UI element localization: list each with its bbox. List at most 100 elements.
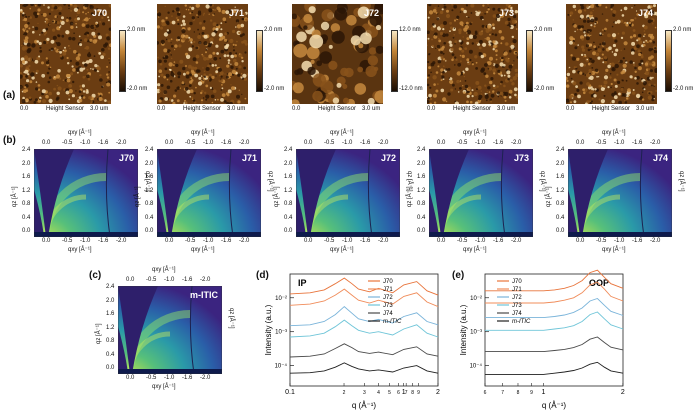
giwaxs-top-tick: -2.0 [650, 140, 661, 146]
giwaxs-top-tick: 0.0 [576, 140, 585, 146]
giwaxs-top-tick: -1.0 [614, 140, 625, 146]
giwaxs-y-tick: 0.8 [417, 201, 426, 207]
x-tick-label: 8 [517, 390, 520, 396]
legend-entry: J74 [383, 311, 393, 317]
afm-sample-label: J73 [498, 8, 514, 18]
series-line-j73 [485, 311, 624, 331]
afm-x-max: 3.0 um [497, 106, 516, 112]
legend-entry: J71 [512, 287, 522, 293]
giwaxs-right-axis-label: qz [Å⁻¹] [539, 171, 545, 192]
x-tick-label: 2 [436, 389, 440, 396]
series-line-j70 [485, 269, 624, 292]
afm-image-j70: J70 [20, 4, 111, 104]
y-tick-label: 10⁻² [275, 296, 287, 302]
giwaxs-top-tick: -1.6 [360, 140, 371, 146]
giwaxs-top-tick: -2.0 [116, 140, 127, 146]
x-tick-label: 3 [363, 390, 366, 396]
giwaxs-left-axis-label: qz [Å⁻¹] [135, 186, 141, 207]
legend-entry: m-ITIC [512, 319, 531, 325]
giwaxs-bottom-axis-label: qxy [Å⁻¹] [152, 384, 176, 390]
giwaxs-y-tick: 0.8 [145, 201, 154, 207]
giwaxs-top-tick: -0.5 [596, 140, 607, 146]
giwaxs-bottom-tick: -0.5 [185, 238, 196, 244]
giwaxs-top-tick: -1.6 [182, 277, 193, 283]
giwaxs-sample-label: J72 [380, 153, 396, 163]
afm-image-j71: J71 [157, 4, 248, 104]
oop-profile-chart: 10⁻² 10⁻³ 10⁻⁴ 6 7 8 9 1 2 q (Å⁻¹) Intensity (a.u.… [459, 269, 625, 410]
giwaxs-left-axis-label: qz [Å⁻¹] [96, 323, 102, 344]
giwaxs-top-axis-label: qxy [Å⁻¹] [463, 130, 487, 136]
giwaxs-y-tick: 0.8 [106, 338, 115, 344]
giwaxs-top-tick: -2.0 [239, 140, 250, 146]
giwaxs-y-tick: 2.4 [284, 147, 293, 153]
giwaxs-y-tick: 0.0 [284, 228, 293, 234]
giwaxs-bottom-tick: -2.0 [378, 238, 389, 244]
legend-entry: J70 [512, 279, 522, 285]
series-line-j71 [485, 281, 624, 304]
giwaxs-bottom-tick: -1.0 [342, 238, 353, 244]
legend-entry: J72 [512, 295, 522, 301]
giwaxs-top-tick: -2.0 [511, 140, 522, 146]
giwaxs-top-tick: -0.5 [62, 140, 73, 146]
giwaxs-sample-label: m-ITIC [190, 290, 218, 300]
giwaxs-bottom-tick: -1.0 [164, 375, 175, 381]
giwaxs-top-axis-label: qxy [Å⁻¹] [152, 267, 176, 273]
afm-color-scale [256, 30, 263, 92]
giwaxs-bottom-axis-label: qxy [Å⁻¹] [463, 247, 487, 253]
afm-x-max: 3.0 um [90, 106, 109, 112]
giwaxs-sample-label: J73 [513, 153, 529, 163]
giwaxs-top-tick: -0.5 [146, 277, 157, 283]
giwaxs-bottom-axis-label: qxy [Å⁻¹] [330, 247, 354, 253]
giwaxs-bottom-tick: -1.0 [203, 238, 214, 244]
legend-entry: J74 [512, 311, 522, 317]
plot-frame [289, 273, 439, 387]
giwaxs-sample-label: J71 [241, 153, 257, 163]
x-tick-label: 8 [411, 390, 414, 396]
afm-image-j72: J72 [292, 4, 383, 104]
giwaxs-bottom-tick: -2.0 [511, 238, 522, 244]
giwaxs-y-tick: 2.0 [145, 160, 154, 167]
giwaxs-top-axis-label: qxy [Å⁻¹] [68, 130, 92, 136]
legend-entry: J70 [383, 279, 393, 285]
giwaxs-y-tick: 0.4 [284, 214, 293, 221]
giwaxs-y-tick: 2.4 [145, 147, 154, 153]
afm-x-min: 0.0 [157, 106, 166, 112]
giwaxs-y-tick: 2.0 [106, 297, 115, 304]
giwaxs-y-tick: 0.4 [22, 214, 31, 221]
y-tick-label: 10⁻⁴ [470, 363, 483, 370]
giwaxs-y-tick: 0.0 [106, 365, 115, 371]
giwaxs-top-tick: -1.6 [221, 140, 232, 146]
y-tick-label: 10⁻³ [275, 330, 287, 336]
afm-x-max: 3.0 um [362, 106, 381, 112]
afm-x-min: 0.0 [292, 106, 301, 112]
giwaxs-y-tick: 1.2 [284, 187, 293, 194]
series-line-j74 [289, 343, 439, 358]
x-tick-label: 4 [377, 390, 380, 396]
giwaxs-y-tick: 2.0 [284, 160, 293, 167]
giwaxs-y-tick: 0.4 [417, 214, 426, 221]
afm-scale-min: -12.0 nm [399, 86, 423, 92]
giwaxs-bottom-tick: -0.5 [457, 238, 468, 244]
x-axis-label: q (Å⁻¹) [542, 401, 567, 410]
afm-x-label: Height Sensor [183, 106, 222, 112]
giwaxs-image-j71: J71 [157, 149, 261, 237]
giwaxs-bottom-tick: -1.6 [360, 238, 371, 244]
giwaxs-bottom-tick: 0.0 [126, 375, 135, 381]
giwaxs-y-tick: 1.6 [106, 311, 115, 317]
giwaxs-top-tick: -2.0 [200, 277, 211, 283]
chart-title: OOP [589, 278, 609, 288]
afm-x-min: 0.0 [427, 106, 436, 112]
afm-x-label: Height Sensor [592, 106, 631, 112]
giwaxs-bottom-tick: -0.5 [596, 238, 607, 244]
giwaxs-top-tick: 0.0 [304, 140, 313, 146]
giwaxs-y-tick: 1.2 [417, 187, 426, 194]
giwaxs-bottom-tick: -1.6 [493, 238, 504, 244]
afm-scale-max: 2.0 nm [264, 27, 283, 33]
giwaxs-bottom-tick: -2.0 [200, 375, 211, 381]
x-tick-label: 5 [388, 390, 391, 396]
giwaxs-bottom-tick: -1.6 [632, 238, 643, 244]
giwaxs-left-axis-label: qz [Å⁻¹] [407, 186, 413, 207]
x-tick-label: 1 [402, 389, 406, 396]
x-tick-label: 2 [621, 389, 625, 396]
